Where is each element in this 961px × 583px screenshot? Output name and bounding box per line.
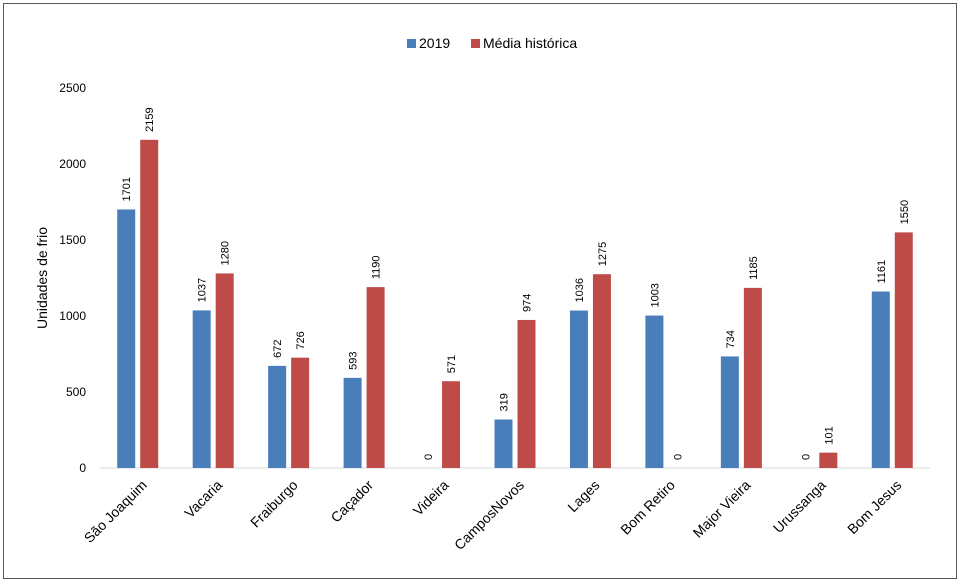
bar-value-label: 1550 xyxy=(899,200,911,224)
y-tick-label: 2000 xyxy=(59,157,86,171)
bar-value-label: 726 xyxy=(295,331,307,349)
bar-series-media-historica xyxy=(743,287,762,468)
y-tick-label: 0 xyxy=(79,461,86,475)
bar-value-label: 0 xyxy=(672,454,684,460)
x-tick-label: Fraiburgo xyxy=(247,477,301,531)
bar-series-media-historica xyxy=(140,139,159,468)
x-tick-label: Videira xyxy=(410,477,452,519)
bar-series-2019 xyxy=(268,365,287,468)
x-tick-label: Urussanga xyxy=(770,477,829,536)
bar-value-label: 319 xyxy=(499,393,511,411)
chart-frame xyxy=(3,3,957,579)
legend-swatch xyxy=(471,39,480,48)
bar-series-media-historica xyxy=(215,273,234,468)
y-tick-label: 500 xyxy=(66,385,86,399)
bar-series-2019 xyxy=(343,377,362,468)
bar-series-media-historica xyxy=(894,232,913,468)
x-tick-label: Major Vieira xyxy=(690,477,754,541)
legend-label: 2019 xyxy=(419,35,450,51)
legend: 2019 Média histórica xyxy=(407,35,577,51)
data-labels: 1701 2159 1037 1280 672 726 593 1190 0 571 319 974 1… xyxy=(121,107,911,460)
x-tick-label: Bom Jesus xyxy=(844,477,904,537)
bar-value-label: 593 xyxy=(348,352,360,370)
bar-series-2019 xyxy=(192,310,211,468)
bar-value-label: 734 xyxy=(725,330,737,348)
bar-series-media-historica xyxy=(592,274,611,468)
x-axis: São Joaquim Vacaria Fraiburgo Caçador Videir… xyxy=(81,477,905,553)
bar-value-label: 2159 xyxy=(144,107,156,131)
bar-value-label: 672 xyxy=(272,339,284,357)
bar-series-2019 xyxy=(569,310,588,468)
x-tick-label: Bom Retiro xyxy=(617,477,678,538)
x-tick-label: Caçador xyxy=(327,477,376,526)
bar-value-label: 1003 xyxy=(649,283,661,307)
bar-value-label: 1275 xyxy=(597,242,609,266)
legend-label: Média histórica xyxy=(483,35,577,51)
bar-value-label: 571 xyxy=(446,355,458,373)
bar-value-label: 1161 xyxy=(876,260,888,284)
y-tick-label: 2500 xyxy=(59,81,86,95)
bar-series-2019 xyxy=(494,419,513,468)
bar-series-2019 xyxy=(117,209,136,468)
bars xyxy=(117,139,913,468)
bar-series-2019 xyxy=(645,315,664,468)
bar-series-2019 xyxy=(720,356,739,468)
y-tick-label: 1000 xyxy=(59,309,86,323)
bar-value-label: 0 xyxy=(423,454,435,460)
bar-value-label: 1190 xyxy=(371,255,383,279)
bar-value-label: 974 xyxy=(522,294,534,312)
x-tick-label: São Joaquim xyxy=(81,477,150,546)
bar-value-label: 0 xyxy=(800,454,812,460)
bar-series-media-historica xyxy=(517,319,536,468)
bar-value-label: 1185 xyxy=(748,256,760,280)
bar-value-label: 1036 xyxy=(574,278,586,302)
bar-series-media-historica xyxy=(291,357,310,468)
y-axis: 0 500 1000 1500 2000 2500 xyxy=(59,81,86,475)
bar-value-label: 1701 xyxy=(121,177,133,201)
y-axis-title: Unidades de frio xyxy=(34,227,50,329)
y-tick-label: 1500 xyxy=(59,233,86,247)
x-tick-label: Lages xyxy=(564,477,602,515)
bar-value-label: 1037 xyxy=(197,278,209,302)
x-tick-label: Vacaria xyxy=(181,477,225,521)
bar-series-media-historica xyxy=(442,381,461,468)
bar-series-media-historica xyxy=(366,287,385,468)
x-tick-label: CamposNovos xyxy=(451,477,527,553)
legend-swatch xyxy=(407,39,416,48)
bar-series-media-historica xyxy=(819,452,838,468)
bar-value-label: 1280 xyxy=(220,241,232,265)
bar-series-2019 xyxy=(871,291,890,468)
bar-value-label: 101 xyxy=(823,426,835,444)
